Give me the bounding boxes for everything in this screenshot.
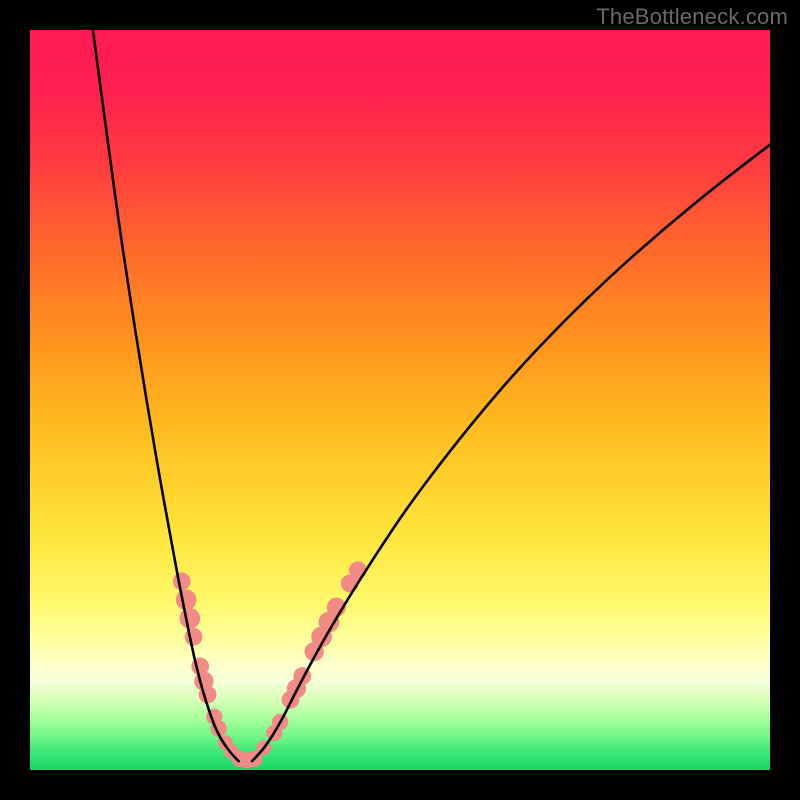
bead-marker [176, 589, 197, 610]
bead-marker [179, 608, 200, 629]
plot-area [30, 30, 770, 770]
curve-layer [30, 30, 770, 770]
canvas-root: TheBottleneck.com [0, 0, 800, 800]
curve-right [252, 145, 770, 761]
bead-marker [349, 561, 367, 579]
bead-marker [173, 572, 191, 590]
curve-left [93, 30, 239, 761]
watermark-text: TheBottleneck.com [596, 4, 788, 30]
